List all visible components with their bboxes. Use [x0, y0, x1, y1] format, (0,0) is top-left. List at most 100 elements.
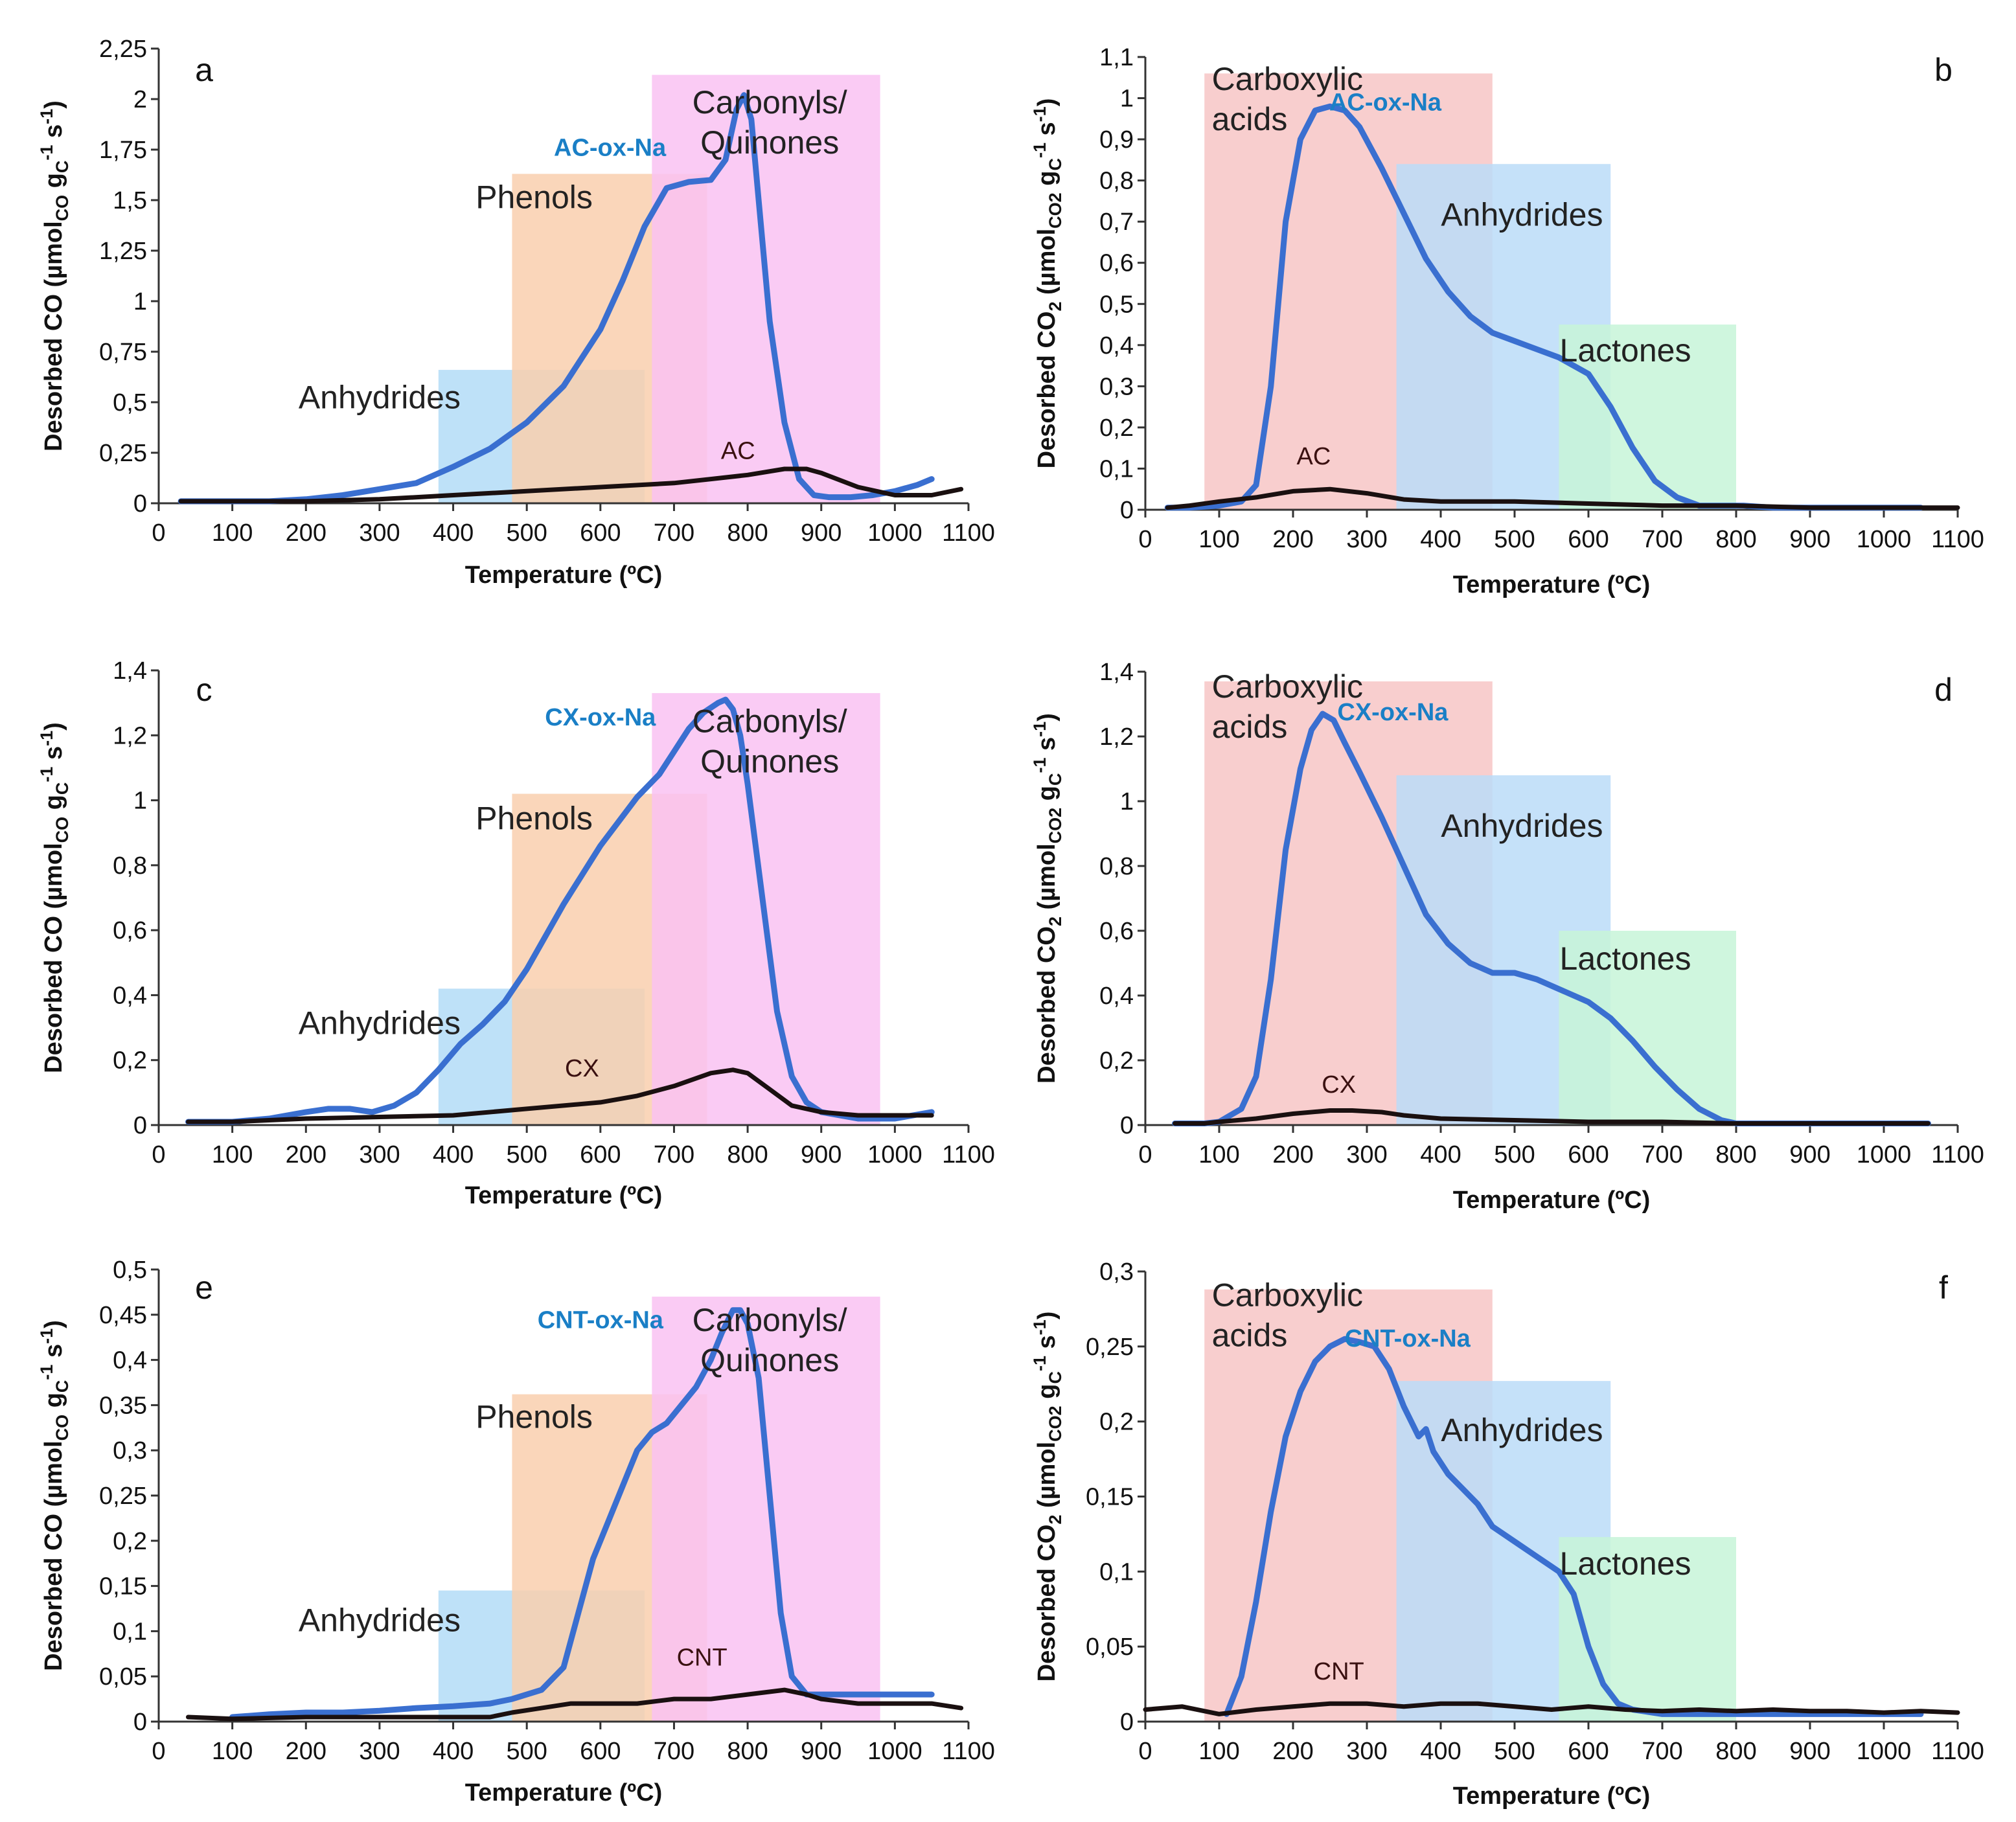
x-tick-label: 500 [1494, 1141, 1535, 1168]
y-axis-label: Desorbed CO (µmolCO gC-1 s-1) [37, 1320, 72, 1671]
series-line-ac [178, 466, 964, 504]
series-label-cnt-ox-na: CNT-ox-Na [538, 1307, 664, 1334]
y-tick-label: 1,2 [113, 722, 147, 749]
band-label-anhydrides: Anhydrides [299, 1005, 461, 1042]
x-axis-label: Temperature (ºC) [465, 1182, 663, 1209]
y-tick-label: 1,1 [1099, 44, 1134, 71]
x-tick-label: 500 [1494, 526, 1535, 553]
x-axis-label: Temperature (ºC) [1453, 571, 1651, 598]
y-axis-label: Desorbed CO (µmolCO gC-1 s-1) [37, 100, 72, 451]
y-tick-label: 0,6 [1099, 918, 1134, 945]
y-tick-label: 0,45 [99, 1302, 147, 1329]
y-tick-label: 0 [1120, 497, 1134, 524]
band-e-carbonyls [652, 1296, 880, 1722]
x-tick-label: 400 [1420, 1141, 1461, 1168]
series-label-cx: CX [1322, 1071, 1356, 1099]
y-tick-label: 0 [1120, 1112, 1134, 1139]
panel-c: 0 100 200 300 400 500 600 700 800 900 1000 1100 0 0,2… [37, 657, 995, 1209]
x-tick-label: 100 [212, 1738, 253, 1765]
x-tick-label: 200 [1272, 526, 1313, 553]
x-tick-label: 300 [359, 1738, 400, 1765]
y-axis-label: Desorbed CO2 (µmolCO2 gC-1 s-1) [1030, 1312, 1065, 1682]
y-tick-label: 0,05 [99, 1663, 147, 1691]
x-tick-label: 900 [1789, 1141, 1830, 1168]
x-tick-label: 700 [654, 1738, 694, 1765]
y-tick-label: 0,3 [1099, 373, 1134, 400]
x-tick-label: 300 [1346, 1738, 1387, 1765]
x-tick-label: 500 [1494, 1738, 1535, 1765]
x-tick-label: 200 [1272, 1141, 1313, 1168]
y-tick-label: 0,25 [99, 1483, 147, 1510]
x-tick-label: 600 [580, 1738, 621, 1765]
x-tick-label: 1100 [942, 519, 995, 547]
y-tick-label: 2 [133, 86, 147, 113]
x-tick-label: 400 [1420, 1738, 1461, 1765]
series-label-ac: AC [1297, 443, 1331, 470]
x-tick-label: 0 [152, 1738, 165, 1765]
y-tick-label: 0,8 [113, 852, 147, 880]
x-tick-label: 300 [1346, 526, 1387, 553]
y-axis-label: Desorbed CO2 (µmolCO2 gC-1 s-1) [1030, 713, 1065, 1084]
x-tick-label: 1100 [1931, 1738, 1984, 1765]
x-tick-label: 100 [212, 519, 253, 547]
x-tick-label: 200 [1272, 1738, 1313, 1765]
series-line-ac-ox-na [178, 92, 935, 505]
x-tick-label: 900 [1789, 1738, 1830, 1765]
series-line-cnt-ox-na [229, 1307, 935, 1720]
x-tick-label: 500 [506, 1738, 547, 1765]
x-tick-label: 1100 [1931, 1141, 1984, 1168]
x-tick-label: 400 [433, 1141, 474, 1168]
y-tick-label: 1 [1120, 788, 1134, 815]
x-tick-label: 600 [580, 519, 621, 547]
x-tick-label: 0 [1138, 1738, 1152, 1765]
y-tick-label: 0,5 [1099, 291, 1134, 318]
x-tick-label: 300 [359, 1141, 400, 1168]
band-label-carbonyls: Carbonyls/Quinones [693, 1302, 847, 1378]
y-tick-label: 0,4 [1099, 983, 1134, 1010]
x-tick-label: 800 [1715, 1738, 1756, 1765]
band-label-phenols: Phenols [475, 801, 593, 837]
series-label-ac-ox-na: AC-ox-Na [554, 134, 667, 161]
x-tick-label: 600 [1568, 526, 1609, 553]
band-label-anhydrides: Anhydrides [1441, 1412, 1603, 1448]
panel-letter: b [1934, 52, 1953, 88]
x-tick-label: 600 [1568, 1738, 1609, 1765]
band-b-lactones [1559, 325, 1736, 510]
x-tick-label: 900 [1789, 526, 1830, 553]
y-tick-label: 0,3 [113, 1437, 147, 1464]
y-tick-label: 0,75 [99, 339, 147, 366]
x-axis-label: Temperature (ºC) [1453, 1187, 1651, 1214]
y-tick-label: 0,6 [113, 917, 147, 944]
x-axis-label: Temperature (ºC) [465, 562, 663, 589]
x-tick-label: 700 [1642, 526, 1682, 553]
x-tick-label: 100 [1198, 1141, 1239, 1168]
x-tick-label: 1100 [942, 1738, 995, 1765]
y-tick-label: 0,2 [113, 1047, 147, 1075]
band-label-carboxylic: Carboxylic acids [1212, 1277, 1363, 1353]
y-tick-label: 0,1 [1099, 1558, 1134, 1586]
x-tick-label: 0 [152, 1141, 165, 1168]
series-label-cnt: CNT [1314, 1658, 1364, 1685]
series-line-cx-ox-na [185, 696, 935, 1125]
x-axis-label: Temperature (ºC) [465, 1779, 663, 1806]
y-tick-label: 0,25 [1086, 1334, 1134, 1361]
panel-e: 0 100 200 300 400 500 600 700 800 900 1000 1100 0 0,0… [37, 1257, 995, 1806]
x-tick-label: 300 [359, 519, 400, 547]
x-tick-label: 0 [152, 519, 165, 547]
x-tick-label: 700 [1642, 1738, 1682, 1765]
band-label-carboxylic: Carboxylic acids [1212, 668, 1363, 745]
y-tick-label: 0,1 [1099, 455, 1134, 483]
y-tick-label: 0 [133, 1112, 147, 1139]
band-d-lactones [1559, 931, 1736, 1125]
y-tick-label: 0,15 [99, 1573, 147, 1600]
y-tick-label: 0,5 [113, 1257, 147, 1284]
x-tick-label: 600 [580, 1141, 621, 1168]
y-tick-label: 0 [1120, 1709, 1134, 1736]
y-tick-label: 0,6 [1099, 250, 1134, 277]
x-tick-label: 300 [1346, 1141, 1387, 1168]
y-tick-label: 0,9 [1099, 126, 1134, 154]
y-axis-label: Desorbed CO (µmolCO gC-1 s-1) [37, 722, 72, 1073]
y-tick-label: 1,4 [1099, 659, 1134, 686]
y-tick-label: 1 [133, 788, 147, 815]
